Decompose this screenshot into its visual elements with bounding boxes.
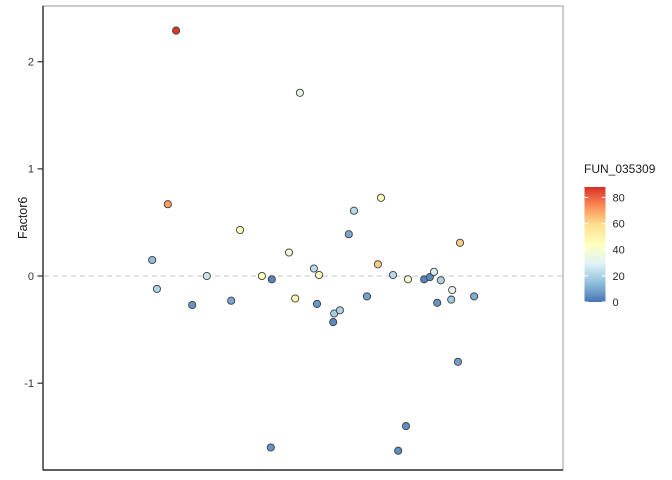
data-point xyxy=(436,276,445,285)
data-point xyxy=(403,275,413,284)
data-point xyxy=(257,271,266,281)
colorbar-gradient xyxy=(584,187,606,302)
data-point xyxy=(284,248,294,257)
data-point xyxy=(401,422,411,431)
data-point xyxy=(329,318,338,327)
data-point xyxy=(470,292,479,301)
data-point xyxy=(309,264,318,273)
data-point xyxy=(172,26,181,35)
data-point xyxy=(362,292,372,301)
colorbar-legend: FUN_035309 80 60 40 20 0 xyxy=(584,162,672,321)
legend-tick-label: 80 xyxy=(613,192,625,204)
data-point xyxy=(152,284,161,293)
data-point xyxy=(394,446,403,455)
data-point xyxy=(349,206,359,215)
legend-tick-label: 0 xyxy=(613,297,619,309)
y-tick-label: -1 xyxy=(24,378,34,390)
data-point xyxy=(267,275,276,284)
data-point xyxy=(291,294,300,303)
data-point xyxy=(429,267,439,276)
y-tick-label: 0 xyxy=(28,271,34,283)
legend-tick-label: 40 xyxy=(613,245,625,257)
y-tick-label: 1 xyxy=(28,164,34,176)
data-point xyxy=(373,260,382,269)
data-point xyxy=(266,443,275,452)
data-point xyxy=(447,295,456,304)
data-point xyxy=(312,299,322,308)
data-point xyxy=(376,193,386,202)
data-point xyxy=(344,230,353,239)
data-point xyxy=(453,357,463,366)
data-point xyxy=(433,298,442,307)
data-point xyxy=(227,296,236,305)
data-point xyxy=(202,271,211,281)
data-point xyxy=(388,270,398,280)
data-point xyxy=(425,273,434,282)
data-point xyxy=(315,270,324,280)
data-point xyxy=(295,88,304,97)
data-point xyxy=(163,200,172,209)
data-point xyxy=(188,300,197,310)
data-point xyxy=(148,255,157,265)
legend-title: FUN_035309 xyxy=(584,162,656,176)
legend-tick-label: 60 xyxy=(613,219,625,231)
data-point xyxy=(448,285,457,295)
colorbar: 80 60 40 20 0 xyxy=(584,187,625,309)
legend-tick-label: 20 xyxy=(613,271,625,283)
panel-border xyxy=(42,5,564,471)
data-point xyxy=(335,306,344,315)
data-point xyxy=(455,238,465,247)
data-point xyxy=(236,225,245,235)
y-tick-label: 2 xyxy=(28,57,34,69)
